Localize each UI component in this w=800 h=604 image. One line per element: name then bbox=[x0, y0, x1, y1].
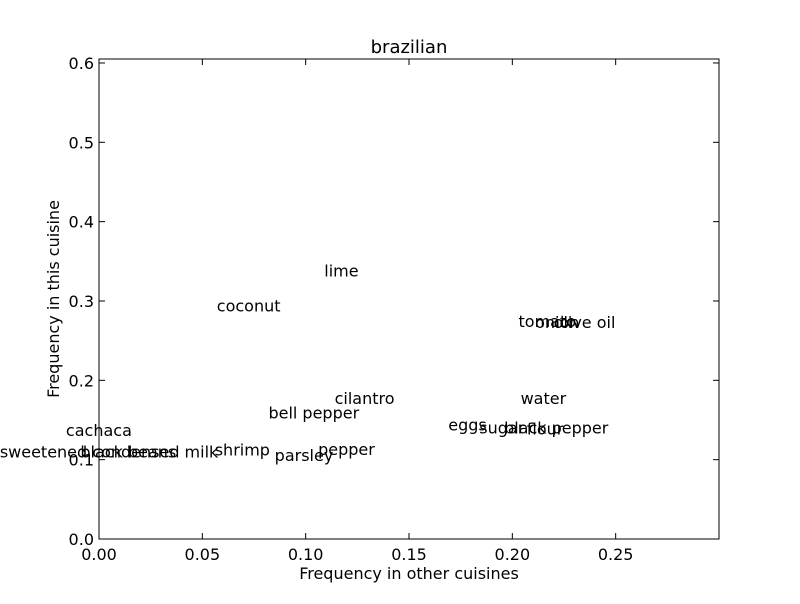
point-label: cachaca bbox=[66, 421, 132, 440]
point-label: cilantro bbox=[335, 389, 395, 408]
point-label: eggs bbox=[448, 415, 487, 434]
y-tick-label: 0.1 bbox=[69, 451, 94, 470]
x-tick-label: 0.10 bbox=[288, 545, 324, 564]
point-label: tomato bbox=[519, 312, 577, 331]
point-label: flour bbox=[527, 419, 564, 438]
point-label: olive oil bbox=[554, 313, 616, 332]
point-label: onion bbox=[535, 313, 579, 332]
point-label: lime bbox=[324, 261, 358, 280]
point-label: shrimp bbox=[215, 441, 270, 460]
x-tick-label: 0.05 bbox=[185, 545, 221, 564]
chart-title: brazilian bbox=[371, 37, 448, 58]
point-label: pepper bbox=[318, 440, 375, 459]
y-tick-label: 0.5 bbox=[69, 133, 94, 152]
x-tick-label: 0.00 bbox=[81, 545, 117, 564]
point-label: black beans bbox=[80, 442, 176, 461]
point-label: black pepper bbox=[504, 418, 609, 437]
point-label: coconut bbox=[217, 296, 281, 315]
point-label: sugar bbox=[479, 418, 524, 437]
y-tick-label: 0.2 bbox=[69, 371, 94, 390]
x-tick-label: 0.25 bbox=[598, 545, 634, 564]
point-label: parsley bbox=[275, 446, 334, 465]
point-label: bell pepper bbox=[268, 403, 359, 422]
y-axis-label: Frequency in this cuisine bbox=[44, 200, 63, 398]
y-tick-label: 0.0 bbox=[69, 530, 94, 549]
point-label: sweetened condensed milk bbox=[0, 442, 219, 461]
x-tick-label: 0.15 bbox=[391, 545, 427, 564]
y-tick-label: 0.3 bbox=[69, 292, 94, 311]
x-axis-label: Frequency in other cuisines bbox=[299, 564, 519, 583]
y-tick-label: 0.6 bbox=[69, 54, 94, 73]
y-tick-label: 0.4 bbox=[69, 213, 94, 232]
point-label: water bbox=[521, 389, 567, 408]
x-tick-label: 0.20 bbox=[495, 545, 531, 564]
